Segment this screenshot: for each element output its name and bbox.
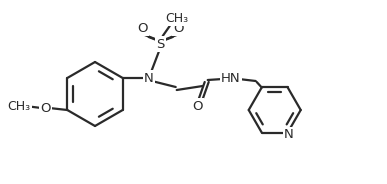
Text: N: N <box>144 72 154 84</box>
Text: CH₃: CH₃ <box>165 11 188 24</box>
Text: HN: HN <box>221 72 241 84</box>
Text: N: N <box>284 128 294 141</box>
Text: O: O <box>40 102 51 114</box>
Text: O: O <box>137 22 148 35</box>
Text: O: O <box>192 100 203 112</box>
Text: S: S <box>156 38 165 50</box>
Text: O: O <box>173 22 184 35</box>
Text: CH₃: CH₃ <box>8 100 31 112</box>
